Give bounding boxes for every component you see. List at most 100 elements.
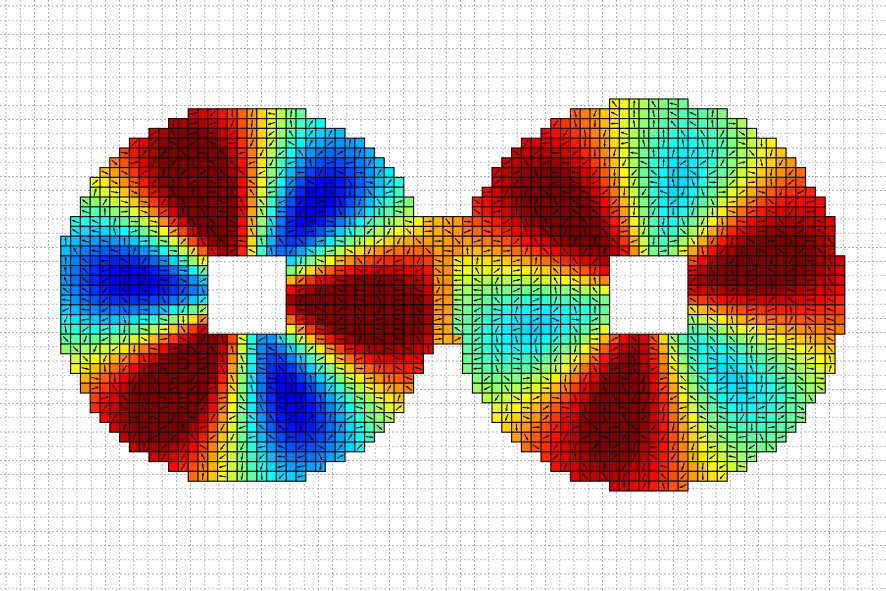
vector-arrow-head <box>229 416 233 420</box>
heatmap-cell <box>128 392 140 404</box>
heatmap-cell <box>618 108 630 120</box>
heatmap-cell <box>716 294 728 306</box>
vector-arrow-head <box>134 181 138 184</box>
heatmap-cell <box>579 147 591 159</box>
heatmap-cell <box>305 167 317 178</box>
heatmap-cell <box>462 274 473 286</box>
heatmap-cell <box>697 284 709 296</box>
heatmap-cell <box>177 382 189 394</box>
heatmap-cell <box>226 363 238 374</box>
vector-arrow-head <box>495 286 499 290</box>
heatmap-cell <box>99 245 111 257</box>
vector-arrow-head <box>615 425 619 429</box>
vector-arrow-head <box>730 260 733 264</box>
vector-arrow-head <box>496 349 499 353</box>
vector-arrow-head <box>563 133 567 137</box>
heatmap-cell <box>687 216 699 227</box>
heatmap-cell <box>540 343 552 355</box>
heatmap-cell <box>814 333 826 345</box>
heatmap-cell <box>422 323 434 335</box>
vector-arrow-head <box>201 462 205 466</box>
vector-arrow-head <box>239 394 243 398</box>
heatmap-cell <box>775 274 787 286</box>
heatmap-cell <box>609 245 620 257</box>
vector-arrow-head <box>367 221 370 225</box>
vector-arrow-head <box>593 266 597 270</box>
heatmap-cell <box>324 304 336 316</box>
vector-arrow-head <box>249 415 252 418</box>
vector-arrow-head <box>595 348 599 351</box>
vector-arrow-head <box>219 239 223 242</box>
heatmap-cell <box>295 382 307 394</box>
heatmap-cell <box>618 206 630 218</box>
vector-arrow-head <box>123 281 126 284</box>
heatmap-cell <box>373 382 385 394</box>
heatmap-cell <box>530 431 542 443</box>
heatmap-cell <box>746 382 758 394</box>
vector-arrow-head <box>378 300 381 304</box>
heatmap-cell <box>618 196 630 208</box>
vector-arrow-head <box>752 317 755 321</box>
vector-arrow-head <box>791 425 795 429</box>
heatmap-cell <box>648 461 660 472</box>
heatmap-cell <box>207 167 219 178</box>
heatmap-cell <box>775 304 787 316</box>
vector-arrow-head <box>699 376 703 379</box>
heatmap-cell <box>501 392 513 404</box>
vector-arrow-head <box>689 298 693 301</box>
heatmap-cell <box>383 353 395 365</box>
heatmap-cell <box>618 118 630 129</box>
heatmap-cell <box>373 216 385 227</box>
heatmap-cell <box>638 108 650 120</box>
vector-arrow-head <box>642 231 645 235</box>
vector-arrow-head <box>701 251 705 255</box>
vector-arrow-head <box>438 327 442 331</box>
vector-arrow-head <box>772 337 775 341</box>
heatmap-cell <box>599 323 611 335</box>
vector-arrow-head <box>752 288 756 292</box>
heatmap-cell <box>373 225 385 237</box>
vector-arrow-head <box>738 435 742 439</box>
heatmap-cell <box>403 294 415 306</box>
vector-arrow-head <box>289 130 292 134</box>
heatmap-cell <box>109 304 121 316</box>
vector-arrow-head <box>378 290 381 294</box>
heatmap-cell <box>305 304 317 316</box>
heatmap-cell <box>275 431 287 443</box>
vector-arrow-head <box>573 257 576 261</box>
vector-arrow-head <box>536 181 540 185</box>
vector-arrow-head <box>319 169 323 173</box>
heatmap-cell <box>628 480 640 492</box>
vector-arrow-head <box>114 414 117 418</box>
vector-arrow-head <box>573 359 577 363</box>
heatmap-cell <box>707 137 718 149</box>
heatmap-cell <box>599 274 611 286</box>
vector-arrow-head <box>594 444 598 448</box>
vector-arrow-head <box>260 237 263 241</box>
heatmap-cell <box>569 412 581 423</box>
heatmap-cell <box>569 186 581 198</box>
vector-arrow-head <box>240 198 244 202</box>
heatmap-cell <box>70 333 81 345</box>
vector-arrow-head <box>721 139 724 143</box>
vector-arrow-head <box>360 425 364 429</box>
heatmap-cell <box>756 421 767 433</box>
heatmap-cell <box>109 196 121 208</box>
heatmap-cell <box>765 216 777 227</box>
vector-arrow-head <box>621 220 625 224</box>
heatmap-cell <box>609 137 620 149</box>
vector-arrow-head <box>633 338 637 342</box>
heatmap-cell <box>756 274 767 286</box>
vector-arrow-head <box>524 218 528 222</box>
vector-arrow-head <box>279 355 282 359</box>
vector-arrow-head <box>454 269 457 272</box>
heatmap-cell <box>70 274 81 286</box>
vector-arrow-head <box>762 229 766 233</box>
heatmap-cell <box>148 235 160 247</box>
vector-arrow-head <box>201 257 205 261</box>
heatmap-cell <box>648 372 660 384</box>
vector-arrow-head <box>269 162 273 166</box>
heatmap-cell <box>187 284 199 296</box>
vector-arrow-head <box>340 289 344 292</box>
heatmap-cell <box>795 274 807 286</box>
